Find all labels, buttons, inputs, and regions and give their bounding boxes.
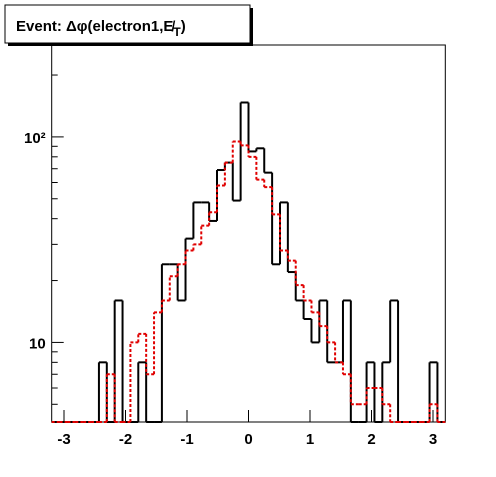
x-tick-label: 2 [367, 431, 375, 448]
y-tick-label: 10² [24, 130, 46, 147]
x-tick-label: 0 [244, 431, 252, 448]
title-box [4, 4, 251, 44]
x-tick-label: -1 [180, 431, 193, 448]
x-tick-label: 3 [429, 431, 437, 448]
y-tick-label: 10 [29, 335, 46, 352]
x-tick-label: -2 [119, 431, 132, 448]
x-tick-label: -3 [57, 431, 70, 448]
title-text: ) [181, 18, 186, 35]
chart-title: Event: Δφ(electron1,E̸T) [16, 18, 186, 39]
title-subscript: T [173, 25, 181, 39]
x-tick-label: 1 [306, 431, 314, 448]
title-text: Event: Δφ(electron1,E̸ [16, 18, 175, 35]
